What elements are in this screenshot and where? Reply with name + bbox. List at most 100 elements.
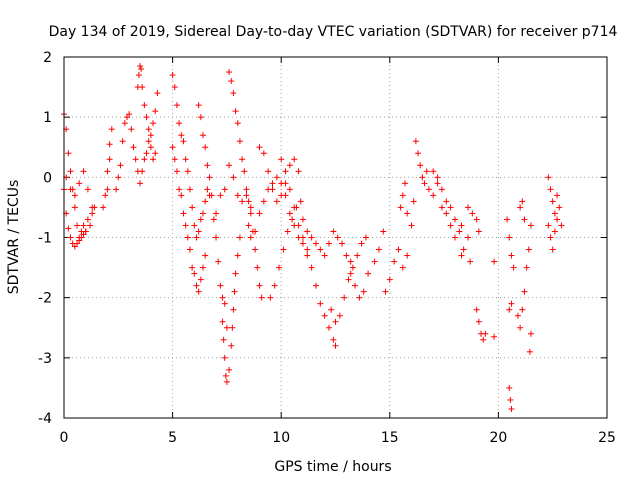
data-point: [438, 204, 445, 211]
data-point: [332, 342, 339, 349]
data-point: [200, 210, 207, 217]
data-point: [113, 186, 120, 193]
data-point: [386, 276, 393, 283]
data-point: [419, 174, 426, 181]
data-point: [65, 150, 72, 157]
data-point: [245, 198, 252, 205]
data-point: [115, 174, 122, 181]
data-point: [234, 252, 241, 259]
data-point: [221, 186, 228, 193]
data-point: [508, 405, 515, 412]
data-point: [347, 270, 354, 277]
data-point: [243, 192, 250, 199]
data-point: [173, 168, 180, 175]
data-point: [137, 63, 144, 70]
data-point: [200, 132, 207, 139]
data-point: [256, 282, 263, 289]
data-point: [89, 204, 96, 211]
x-tick-label: 5: [168, 430, 177, 446]
data-point: [202, 144, 209, 151]
data-point: [506, 306, 513, 313]
data-point: [254, 264, 261, 271]
y-tick-label: 1: [43, 110, 52, 126]
x-axis-label: GPS time / hours: [274, 459, 391, 475]
data-point: [356, 294, 363, 301]
data-point: [269, 180, 276, 187]
data-point: [551, 210, 558, 217]
data-point: [375, 246, 382, 253]
data-point: [223, 324, 230, 331]
data-point: [137, 180, 144, 187]
data-point: [523, 264, 530, 271]
data-point: [191, 222, 198, 229]
data-point: [321, 312, 328, 319]
data-point: [143, 150, 150, 157]
data-point: [341, 294, 348, 301]
data-point: [451, 216, 458, 223]
data-point: [404, 210, 411, 217]
data-point: [402, 180, 409, 187]
data-point: [362, 234, 369, 241]
data-point: [527, 222, 534, 229]
data-point: [443, 198, 450, 205]
data-point: [135, 72, 142, 79]
data-point: [67, 168, 74, 175]
data-point: [282, 192, 289, 199]
data-point: [197, 114, 204, 121]
data-point: [556, 204, 563, 211]
data-point: [256, 144, 263, 151]
data-point: [230, 90, 237, 97]
data-point: [312, 240, 319, 247]
data-point: [197, 216, 204, 223]
data-point: [139, 84, 146, 91]
data-point: [321, 252, 328, 259]
data-point: [299, 216, 306, 223]
data-point: [178, 192, 185, 199]
data-point: [482, 330, 489, 337]
data-point: [434, 174, 441, 181]
data-point: [241, 168, 248, 175]
data-point: [143, 114, 150, 121]
data-point: [228, 342, 235, 349]
data-point: [106, 156, 113, 163]
data-point: [222, 372, 229, 379]
data-point: [169, 72, 176, 79]
data-point: [208, 192, 215, 199]
data-point: [328, 306, 335, 313]
data-point: [547, 234, 554, 241]
data-point: [467, 258, 474, 265]
x-tick-label: 25: [598, 430, 616, 446]
data-point: [521, 216, 528, 223]
data-point: [189, 204, 196, 211]
data-point: [278, 156, 285, 163]
data-point: [514, 312, 521, 319]
data-point: [180, 210, 187, 217]
data-point: [271, 282, 278, 289]
data-point: [78, 234, 85, 241]
data-point: [480, 336, 487, 343]
data-point: [220, 336, 227, 343]
data-point: [317, 246, 324, 253]
data-point: [184, 168, 191, 175]
data-point: [206, 174, 213, 181]
data-point: [308, 264, 315, 271]
data-point: [430, 192, 437, 199]
data-point: [325, 240, 332, 247]
data-point: [391, 258, 398, 265]
data-point: [410, 198, 417, 205]
data-point: [217, 192, 224, 199]
data-point: [231, 288, 238, 295]
data-point: [547, 186, 554, 193]
data-point: [545, 174, 552, 181]
data-point: [519, 306, 526, 313]
data-point: [147, 132, 154, 139]
data-point: [178, 132, 185, 139]
data-point: [371, 258, 378, 265]
data-point: [217, 282, 224, 289]
data-point: [232, 270, 239, 277]
data-point: [171, 156, 178, 163]
data-point: [291, 156, 298, 163]
data-point: [252, 228, 259, 235]
data-point: [139, 168, 146, 175]
data-point: [180, 138, 187, 145]
